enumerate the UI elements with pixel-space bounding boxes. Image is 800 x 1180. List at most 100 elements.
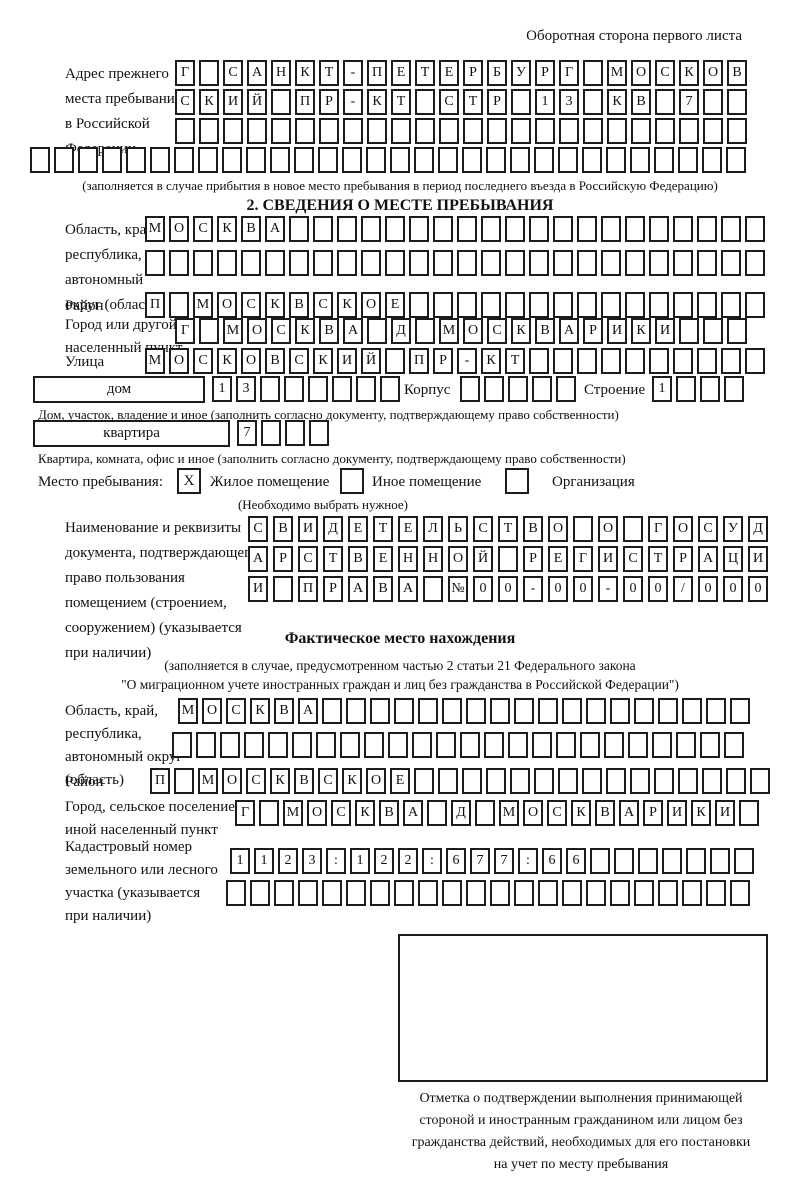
char-cell[interactable] [343, 118, 363, 144]
char-cell[interactable]: С [241, 292, 261, 318]
char-cell[interactable] [634, 698, 654, 724]
char-cell[interactable] [750, 768, 770, 794]
char-cell[interactable] [634, 880, 654, 906]
char-cell[interactable] [678, 147, 698, 173]
char-cell[interactable] [460, 376, 480, 402]
char-cell[interactable] [271, 89, 291, 115]
char-cell[interactable]: К [691, 800, 711, 826]
char-cell[interactable] [673, 250, 693, 276]
char-cell[interactable]: О [548, 516, 568, 542]
char-cell[interactable]: 1 [230, 848, 250, 874]
char-cell[interactable] [601, 250, 621, 276]
char-cell[interactable] [409, 292, 429, 318]
char-cell[interactable] [409, 250, 429, 276]
char-cell[interactable] [726, 768, 746, 794]
char-cell[interactable]: К [679, 60, 699, 86]
char-cell[interactable] [308, 376, 328, 402]
char-cell[interactable]: 6 [566, 848, 586, 874]
char-cell[interactable]: Г [175, 60, 195, 86]
char-cell[interactable] [730, 698, 750, 724]
char-cell[interactable]: С [439, 89, 459, 115]
char-cell[interactable] [721, 292, 741, 318]
char-cell[interactable] [649, 292, 669, 318]
char-cell[interactable] [655, 118, 675, 144]
char-cell[interactable] [686, 848, 706, 874]
char-cell[interactable] [623, 516, 643, 542]
char-cell[interactable] [724, 732, 744, 758]
char-cell[interactable] [466, 880, 486, 906]
char-cell[interactable]: В [289, 292, 309, 318]
char-cell[interactable]: 2 [278, 848, 298, 874]
char-cell[interactable] [223, 118, 243, 144]
char-cell[interactable] [126, 147, 146, 173]
char-cell[interactable] [199, 318, 219, 344]
char-cell[interactable] [562, 880, 582, 906]
char-cell[interactable] [727, 318, 747, 344]
char-cell[interactable] [433, 250, 453, 276]
char-cell[interactable] [414, 768, 434, 794]
char-cell[interactable]: К [607, 89, 627, 115]
char-cell[interactable]: 6 [542, 848, 562, 874]
char-cell[interactable]: К [481, 348, 501, 374]
char-cell[interactable] [630, 768, 650, 794]
char-cell[interactable] [366, 147, 386, 173]
char-cell[interactable]: О [169, 216, 189, 242]
char-cell[interactable]: Е [548, 546, 568, 572]
char-cell[interactable] [439, 118, 459, 144]
char-cell[interactable]: Й [247, 89, 267, 115]
char-cell[interactable] [724, 376, 744, 402]
char-cell[interactable] [102, 147, 122, 173]
char-cell[interactable]: Н [398, 546, 418, 572]
char-cell[interactable] [655, 89, 675, 115]
char-cell[interactable]: 1 [212, 376, 232, 402]
char-cell[interactable] [630, 147, 650, 173]
char-cell[interactable] [457, 292, 477, 318]
char-cell[interactable]: О [202, 698, 222, 724]
char-cell[interactable]: О [241, 348, 261, 374]
char-cell[interactable]: Е [385, 292, 405, 318]
char-cell[interactable] [510, 147, 530, 173]
char-cell[interactable] [610, 698, 630, 724]
char-cell[interactable]: С [487, 318, 507, 344]
char-cell[interactable] [534, 147, 554, 173]
char-cell[interactable] [721, 216, 741, 242]
char-cell[interactable] [706, 698, 726, 724]
char-cell[interactable] [508, 376, 528, 402]
char-cell[interactable] [292, 732, 312, 758]
char-cell[interactable] [700, 732, 720, 758]
char-cell[interactable] [487, 118, 507, 144]
char-cell[interactable]: Р [535, 60, 555, 86]
char-cell[interactable]: - [343, 89, 363, 115]
char-cell[interactable] [562, 698, 582, 724]
char-cell[interactable]: К [367, 89, 387, 115]
char-cell[interactable] [226, 880, 246, 906]
char-cell[interactable] [145, 250, 165, 276]
char-cell[interactable] [559, 118, 579, 144]
char-cell[interactable] [682, 880, 702, 906]
char-cell[interactable] [289, 250, 309, 276]
char-cell[interactable] [538, 880, 558, 906]
char-cell[interactable]: П [298, 576, 318, 602]
char-cell[interactable]: О [463, 318, 483, 344]
char-cell[interactable]: 0 [723, 576, 743, 602]
char-cell[interactable] [604, 732, 624, 758]
char-cell[interactable] [700, 376, 720, 402]
char-cell[interactable]: В [535, 318, 555, 344]
char-cell[interactable]: К [199, 89, 219, 115]
char-cell[interactable] [556, 376, 576, 402]
char-cell[interactable]: А [265, 216, 285, 242]
char-cell[interactable] [271, 118, 291, 144]
char-cell[interactable]: О [366, 768, 386, 794]
char-cell[interactable]: Е [373, 546, 393, 572]
char-cell[interactable] [318, 147, 338, 173]
char-cell[interactable] [270, 147, 290, 173]
char-cell[interactable]: П [295, 89, 315, 115]
char-cell[interactable]: Т [463, 89, 483, 115]
char-cell[interactable]: Т [391, 89, 411, 115]
char-cell[interactable]: С [271, 318, 291, 344]
char-cell[interactable]: Т [373, 516, 393, 542]
char-cell[interactable] [703, 89, 723, 115]
char-cell[interactable]: К [313, 348, 333, 374]
char-cell[interactable] [702, 768, 722, 794]
char-cell[interactable]: К [217, 348, 237, 374]
